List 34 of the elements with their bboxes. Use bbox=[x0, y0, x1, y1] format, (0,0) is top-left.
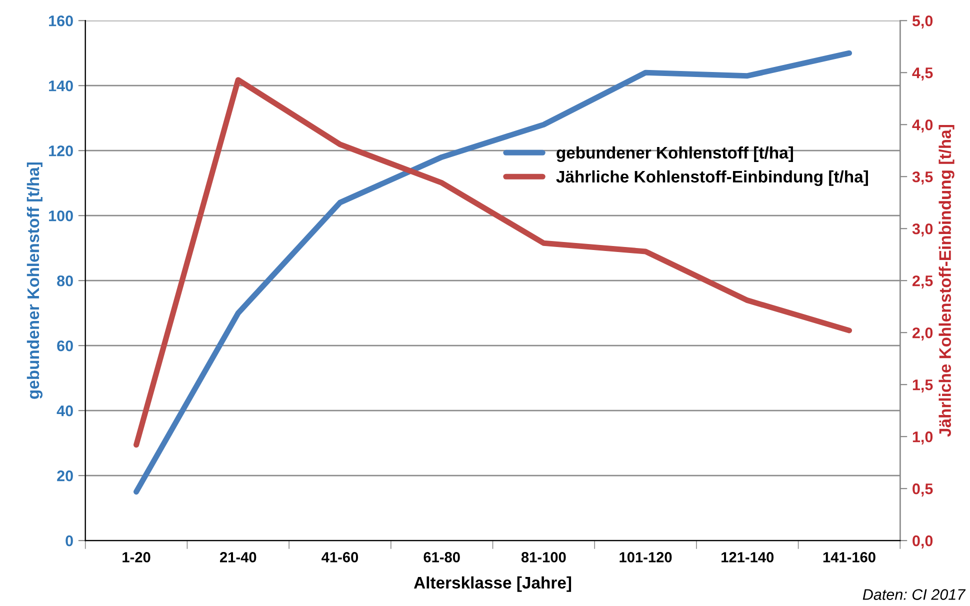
y-tick-label: 140 bbox=[49, 80, 73, 92]
y-tick-label: 40 bbox=[56, 405, 73, 416]
y2-tick-label: 2,0 bbox=[912, 327, 933, 340]
y2-tick-label: 4,5 bbox=[912, 68, 933, 80]
y-tick-label: 160 bbox=[49, 15, 73, 26]
y2-tick-label: 3,0 bbox=[912, 223, 933, 236]
y2-tick-label: 2,5 bbox=[912, 275, 933, 288]
y2-tick-label: 0,5 bbox=[912, 483, 933, 496]
x-tick-label: 61-80 bbox=[424, 552, 460, 562]
legend-label: gebundener Kohlenstoff [t/ha] bbox=[556, 146, 793, 162]
x-tick-label: 21-40 bbox=[220, 552, 256, 562]
y-tick-label: 100 bbox=[49, 210, 73, 222]
x-tick-label: 101-120 bbox=[620, 552, 672, 562]
x-axis-title: Altersklasse [Jahre] bbox=[414, 576, 572, 592]
y2-tick-label: 1,0 bbox=[912, 431, 933, 444]
y-tick-label: 120 bbox=[49, 145, 73, 156]
y-tick-label: 0 bbox=[66, 535, 73, 546]
y2-tick-label: 4,0 bbox=[912, 119, 933, 132]
y-tick-label: 80 bbox=[57, 275, 73, 286]
y2-tick-label: 1,5 bbox=[912, 380, 933, 392]
y-tick-label: 20 bbox=[57, 470, 73, 482]
y2-tick-label: 0,0 bbox=[912, 535, 933, 548]
y-tick-label: 60 bbox=[57, 340, 73, 352]
x-tick-label: 41-60 bbox=[322, 552, 358, 562]
x-tick-label: 1-20 bbox=[122, 552, 150, 562]
x-tick-label: 141-160 bbox=[823, 552, 876, 562]
x-tick-label: 81-100 bbox=[521, 552, 566, 562]
y2-tick-label: 3,5 bbox=[912, 171, 933, 184]
x-tick-label: 121-140 bbox=[722, 552, 774, 562]
y-axis-title: gebundener Kohlenstoff [t/ha] bbox=[26, 162, 43, 399]
text: Daten: CI 2017 bbox=[862, 589, 966, 600]
y2-axis-title: Jährliche Kohlenstoff-Einbindung [t/ha] bbox=[938, 125, 954, 437]
legend-label: Jährliche Kohlenstoff-Einbindung [t/ha] bbox=[556, 170, 868, 186]
y2-tick-label: 5,0 bbox=[912, 15, 933, 29]
